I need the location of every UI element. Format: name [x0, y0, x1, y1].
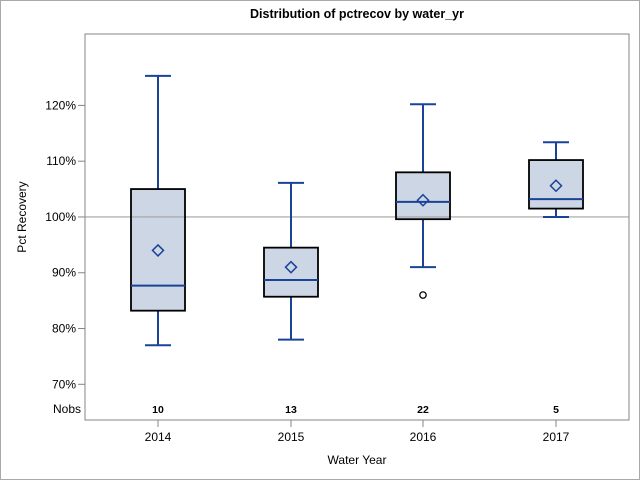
y-tick-label-120: 120% — [45, 98, 76, 112]
nobs-value-2014: 10 — [152, 404, 164, 416]
x-tick-label-2016: 2016 — [410, 430, 437, 444]
plot-frame — [84, 33, 630, 421]
box-outline-2015 — [263, 246, 319, 298]
nobs-value-2017: 5 — [553, 404, 559, 416]
mean-marker-2015 — [284, 260, 298, 274]
box-fill-2014 — [131, 189, 185, 311]
nobs-value-2015: 13 — [285, 404, 297, 416]
outlier-2016-0 — [419, 291, 427, 299]
y-tick-label-90: 90% — [52, 266, 76, 280]
x-tick-label-2014: 2014 — [145, 430, 172, 444]
y-tick-label-100: 100% — [45, 210, 76, 224]
box-outline-2017 — [528, 159, 584, 210]
x-tick-label-2017: 2017 — [543, 430, 570, 444]
y-tick-label-110: 110% — [46, 154, 76, 168]
chart-title: Distribution of pctrecov by water_yr — [250, 7, 464, 21]
mean-marker-2016 — [416, 193, 430, 207]
box-outline-2014 — [130, 188, 186, 312]
nobs-value-2016: 22 — [417, 404, 429, 416]
mean-marker-2014 — [151, 243, 165, 257]
y-tick-label-70: 70% — [52, 377, 76, 391]
nobs-row-label: Nobs — [52, 402, 81, 416]
x-axis-label: Water Year — [327, 453, 387, 467]
y-tick-label-80: 80% — [52, 322, 76, 336]
box-fill-2017 — [529, 160, 583, 209]
box-outline-2016 — [395, 171, 451, 221]
x-tick-label-2015: 2015 — [278, 430, 305, 444]
mean-marker-2017 — [549, 179, 563, 193]
